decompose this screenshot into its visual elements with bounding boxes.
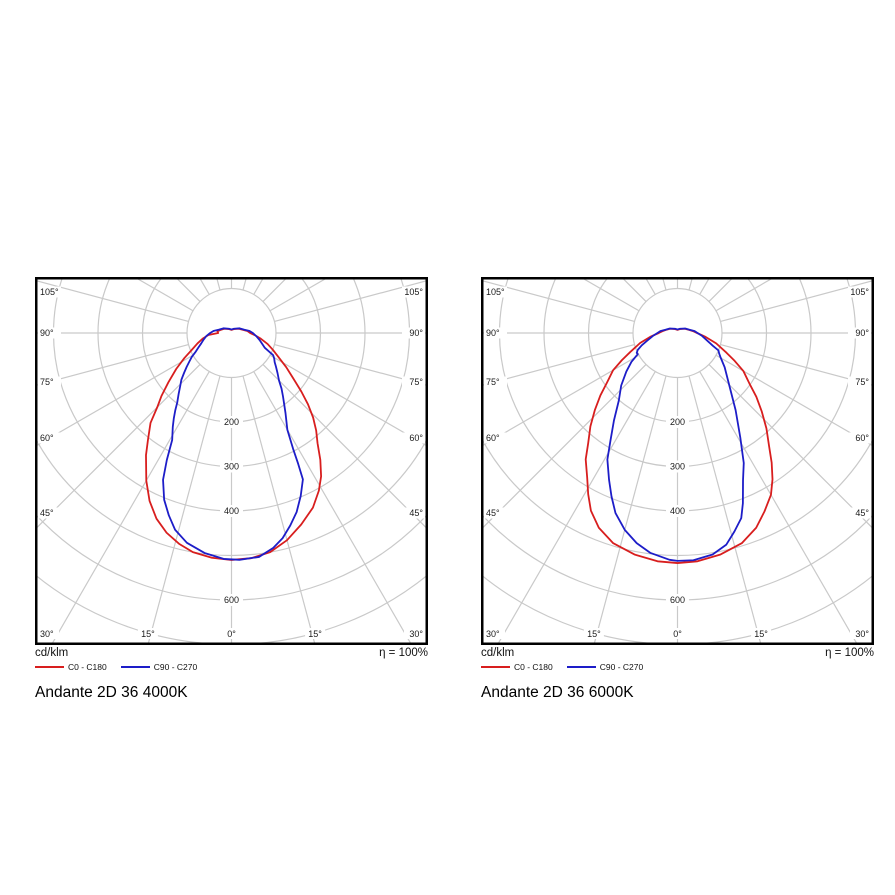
polar-diagram-4000k: 200 300 400 600 105° 105° 90° 90° 75° 75° 60° 60° 45… bbox=[35, 277, 428, 645]
blue-curve-swatch bbox=[120, 665, 150, 668]
svg-text:105°: 105° bbox=[404, 287, 423, 297]
red-curve-swatch bbox=[35, 665, 64, 668]
svg-text:75°: 75° bbox=[40, 377, 54, 387]
diagram-footer: cd/klm η = 100% bbox=[35, 647, 428, 660]
legend: C0 - C180 C90 - C270 bbox=[35, 661, 428, 672]
svg-text:90°: 90° bbox=[40, 328, 54, 338]
svg-text:60°: 60° bbox=[855, 433, 869, 443]
svg-text:45°: 45° bbox=[486, 508, 500, 518]
svg-text:300: 300 bbox=[224, 462, 239, 472]
blue-curve-swatch bbox=[566, 665, 596, 668]
svg-text:45°: 45° bbox=[40, 508, 54, 518]
svg-text:75°: 75° bbox=[486, 377, 500, 387]
photometric-panel-6000k: 200 300 400 600 105° 105° 90° 90° 75° 75° 60° 60° 45… bbox=[481, 277, 874, 702]
svg-text:600: 600 bbox=[670, 595, 685, 605]
svg-text:75°: 75° bbox=[409, 377, 423, 387]
unit-label: cd/klm bbox=[35, 647, 69, 659]
unit-label: cd/klm bbox=[481, 647, 515, 659]
legend-item-c0-c180: C0 - C180 bbox=[35, 662, 107, 672]
svg-text:90°: 90° bbox=[486, 328, 500, 338]
efficiency-label: η = 100% bbox=[379, 647, 428, 659]
diagram-footer: cd/klm η = 100% bbox=[481, 647, 874, 660]
svg-text:60°: 60° bbox=[40, 433, 54, 443]
svg-text:45°: 45° bbox=[855, 508, 869, 518]
legend-label: C90 - C270 bbox=[153, 661, 198, 672]
legend-label: C0 - C180 bbox=[68, 661, 107, 672]
svg-text:300: 300 bbox=[670, 462, 685, 472]
legend-item-c0-c180: C0 - C180 bbox=[481, 662, 553, 672]
svg-text:15°: 15° bbox=[141, 629, 155, 639]
legend-label: C0 - C180 bbox=[514, 661, 553, 672]
svg-text:45°: 45° bbox=[409, 508, 423, 518]
svg-text:105°: 105° bbox=[850, 287, 869, 297]
svg-text:60°: 60° bbox=[486, 433, 500, 443]
svg-text:200: 200 bbox=[670, 417, 685, 427]
chart-title: Andante 2D 36 6000K bbox=[481, 684, 634, 701]
legend: C0 - C180 C90 - C270 bbox=[481, 661, 874, 672]
svg-text:200: 200 bbox=[224, 417, 239, 427]
photometric-panel-4000k: 200 300 400 600 105° 105° 90° 90° 75° 75° 60° 60° 45… bbox=[35, 277, 428, 702]
svg-text:400: 400 bbox=[224, 506, 239, 516]
svg-text:400: 400 bbox=[670, 506, 685, 516]
svg-text:105°: 105° bbox=[40, 287, 59, 297]
efficiency-label: η = 100% bbox=[825, 647, 874, 659]
svg-text:15°: 15° bbox=[754, 629, 768, 639]
chart-title: Andante 2D 36 4000K bbox=[35, 684, 188, 701]
svg-text:600: 600 bbox=[224, 595, 239, 605]
svg-text:30°: 30° bbox=[486, 629, 500, 639]
svg-text:15°: 15° bbox=[308, 629, 322, 639]
legend-item-c90-c270: C90 - C270 bbox=[566, 661, 644, 672]
svg-text:0°: 0° bbox=[673, 629, 682, 639]
svg-text:30°: 30° bbox=[409, 629, 423, 639]
svg-text:0°: 0° bbox=[227, 629, 236, 639]
svg-text:60°: 60° bbox=[409, 433, 423, 443]
svg-text:105°: 105° bbox=[486, 287, 505, 297]
svg-text:30°: 30° bbox=[855, 629, 869, 639]
legend-label: C90 - C270 bbox=[599, 661, 644, 672]
svg-text:90°: 90° bbox=[855, 328, 869, 338]
red-curve-swatch bbox=[481, 665, 510, 668]
svg-text:30°: 30° bbox=[40, 629, 54, 639]
svg-text:15°: 15° bbox=[587, 629, 601, 639]
svg-text:75°: 75° bbox=[855, 377, 869, 387]
polar-diagram-6000k: 200 300 400 600 105° 105° 90° 90° 75° 75° 60° 60° 45… bbox=[481, 277, 874, 645]
svg-text:90°: 90° bbox=[409, 328, 423, 338]
legend-item-c90-c270: C90 - C270 bbox=[120, 661, 198, 672]
